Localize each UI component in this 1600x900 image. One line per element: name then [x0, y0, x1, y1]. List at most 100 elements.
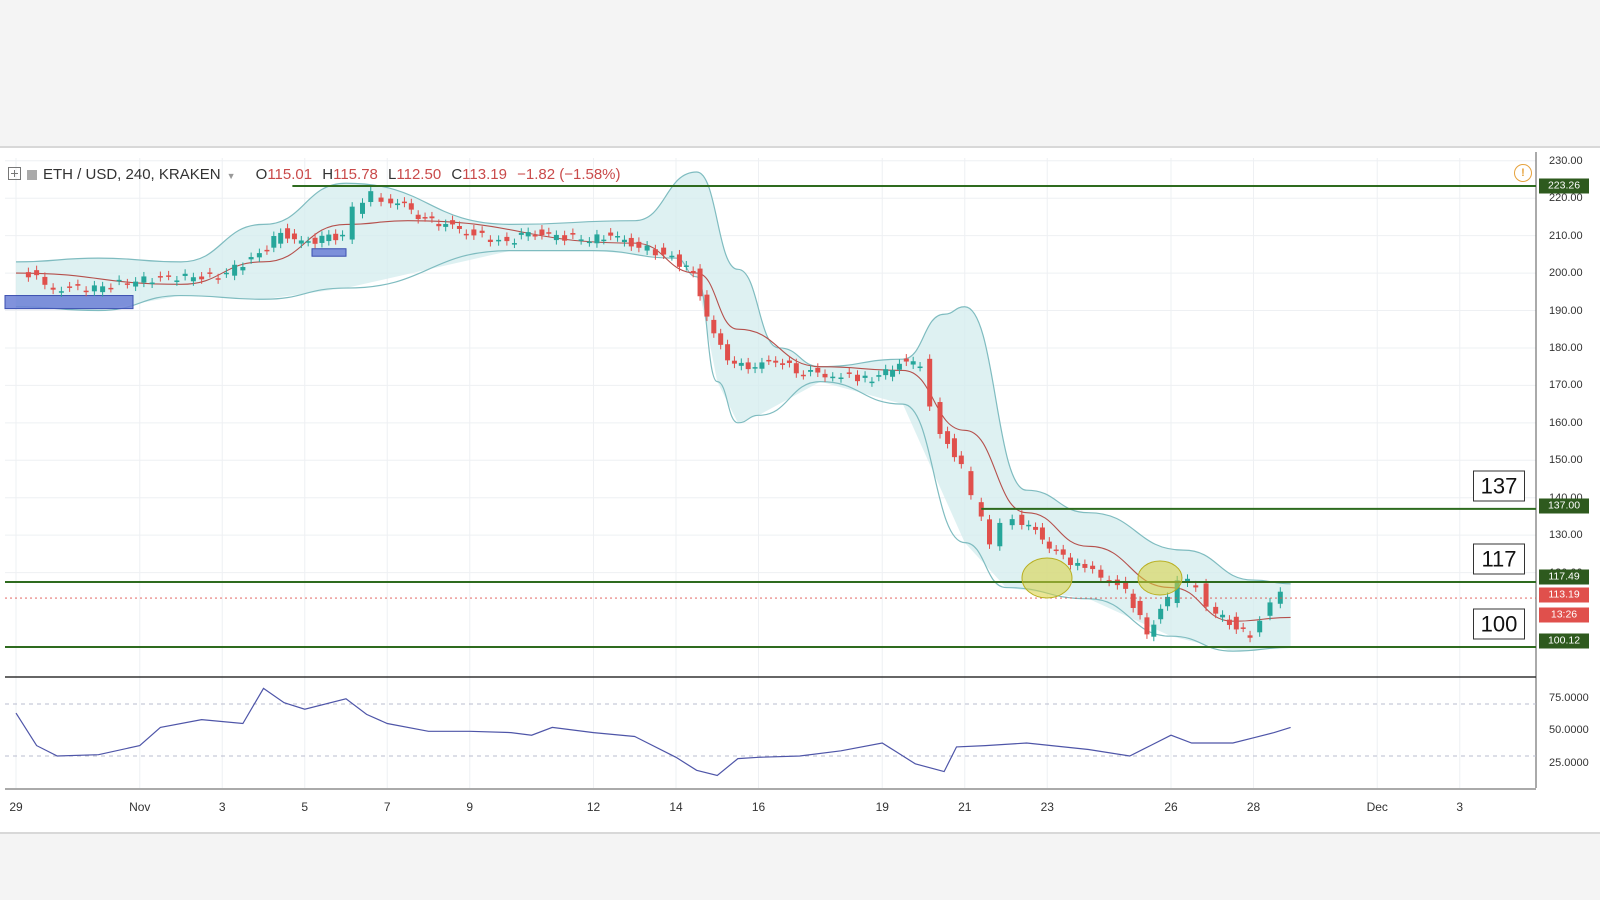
price-chart[interactable] — [0, 148, 1600, 832]
x-tick-label: Nov — [129, 800, 151, 814]
candle-body — [855, 374, 860, 382]
candle-body — [786, 360, 792, 363]
candle-body — [1075, 562, 1081, 566]
candle-body — [285, 228, 291, 239]
candle-body — [256, 253, 262, 258]
candle-body — [511, 243, 517, 245]
candle-body — [704, 294, 710, 317]
candle-body — [215, 278, 221, 280]
candle-body — [896, 363, 902, 370]
candle-body — [958, 455, 964, 465]
candle-body — [652, 249, 658, 256]
x-tick-label: 16 — [751, 800, 766, 814]
candle-body — [83, 290, 89, 293]
candle-body — [1247, 635, 1253, 638]
y-tick-label: 150.00 — [1549, 454, 1583, 467]
candle-body — [725, 344, 731, 361]
candle-body — [683, 265, 689, 267]
candle-body — [124, 283, 130, 285]
candle-body — [1130, 593, 1136, 608]
candle-body — [570, 233, 576, 235]
candle-body — [487, 239, 493, 242]
candle-body — [1060, 549, 1066, 555]
candle-body — [1123, 581, 1129, 589]
candle-body — [207, 272, 213, 274]
candle-body — [1067, 557, 1073, 566]
candle-body — [601, 239, 607, 242]
x-tick-label: 19 — [875, 800, 889, 814]
candle-body — [780, 363, 786, 365]
candle-body — [1090, 565, 1096, 570]
expand-icon[interactable] — [8, 167, 21, 180]
candle-body — [429, 216, 435, 219]
low-label: L — [388, 166, 397, 183]
candle-body — [1082, 563, 1088, 568]
candle-body — [349, 206, 355, 240]
annotation-100: 100 — [1473, 608, 1525, 640]
change-value: −1.82 (−1.58%) — [517, 166, 621, 183]
candle-body — [305, 241, 311, 243]
candle-body — [291, 233, 297, 240]
candle-body — [1009, 519, 1015, 526]
y-tick-label: 210.00 — [1549, 229, 1583, 242]
y-tick-label: 130.00 — [1549, 529, 1583, 542]
candle-body — [333, 233, 339, 241]
candle-body — [1098, 569, 1104, 578]
x-tick-label: 23 — [1040, 800, 1054, 814]
candle-body — [422, 217, 428, 219]
candle-body — [368, 191, 374, 203]
symbol-label[interactable]: ETH / USD, 240, KRAKEN — [43, 166, 221, 183]
candle-body — [116, 279, 122, 282]
candle-body — [766, 359, 772, 362]
chevron-down-icon[interactable]: ▼ — [226, 171, 236, 181]
candle-body — [532, 234, 538, 237]
candle-body — [838, 377, 844, 380]
candle-body — [157, 276, 163, 278]
candle-body — [815, 367, 821, 373]
close-label: C — [451, 166, 463, 183]
candle-body — [793, 363, 799, 374]
candle-body — [586, 241, 592, 244]
rsi-tick-label: 50.0000 — [1549, 724, 1589, 736]
candle-body — [479, 230, 485, 233]
candle-body — [800, 374, 806, 377]
candle-body — [997, 522, 1003, 547]
candle-body — [1267, 602, 1273, 616]
candle-body — [174, 280, 180, 282]
x-tick-label: 21 — [958, 800, 972, 814]
candle-body — [1039, 527, 1045, 540]
candle-body — [1233, 616, 1239, 630]
candle-body — [876, 375, 882, 377]
x-tick-label: 3 — [1456, 800, 1464, 814]
candle-body — [518, 232, 524, 235]
candle-body — [166, 275, 172, 277]
candle-body — [1165, 596, 1171, 607]
candle-body — [711, 319, 717, 334]
candle-body — [822, 373, 828, 378]
candle-body — [408, 203, 414, 210]
series-color-icon[interactable] — [27, 170, 37, 180]
candle-body — [676, 254, 682, 267]
candle-body — [1203, 583, 1209, 607]
candle-body — [67, 286, 73, 288]
candle-body — [883, 369, 889, 376]
candle-body — [1193, 585, 1199, 588]
close-value: 113.19 — [462, 166, 507, 183]
candle-body — [395, 203, 401, 206]
countdown-badge: 13:26 — [1539, 607, 1589, 623]
candle-body — [987, 519, 992, 545]
alert-icon[interactable]: ! — [1514, 164, 1532, 182]
x-tick-label: 7 — [383, 800, 391, 814]
level-badge-137: 137.00 — [1539, 498, 1589, 514]
candle-body — [1151, 624, 1157, 637]
candle-body — [108, 287, 114, 290]
y-tick-label: 160.00 — [1549, 416, 1583, 429]
candle-body — [450, 220, 456, 225]
candle-body — [1137, 600, 1143, 616]
candle-body — [223, 272, 229, 275]
candle-body — [773, 360, 779, 363]
candle-body — [232, 264, 238, 276]
candle-body — [546, 232, 552, 234]
candle-body — [443, 224, 449, 227]
candle-body — [1158, 608, 1164, 620]
